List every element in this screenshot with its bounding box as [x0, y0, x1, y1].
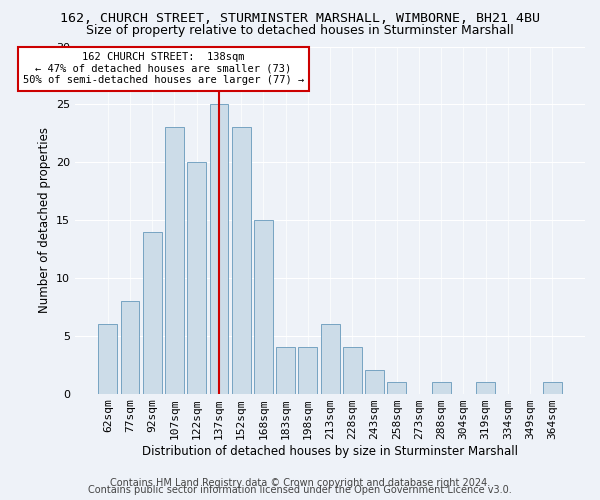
Text: Size of property relative to detached houses in Sturminster Marshall: Size of property relative to detached ho…	[86, 24, 514, 37]
Bar	[276, 348, 295, 394]
Bar	[187, 162, 206, 394]
Bar	[476, 382, 495, 394]
Bar	[143, 232, 162, 394]
Bar	[254, 220, 273, 394]
Bar	[165, 128, 184, 394]
Bar	[98, 324, 117, 394]
Text: Contains public sector information licensed under the Open Government Licence v3: Contains public sector information licen…	[88, 485, 512, 495]
Bar	[543, 382, 562, 394]
Bar	[121, 301, 139, 394]
Bar	[388, 382, 406, 394]
Bar	[298, 348, 317, 394]
Bar	[209, 104, 229, 394]
X-axis label: Distribution of detached houses by size in Sturminster Marshall: Distribution of detached houses by size …	[142, 444, 518, 458]
Text: 162, CHURCH STREET, STURMINSTER MARSHALL, WIMBORNE, BH21 4BU: 162, CHURCH STREET, STURMINSTER MARSHALL…	[60, 12, 540, 26]
Bar	[343, 348, 362, 394]
Bar	[365, 370, 384, 394]
Bar	[320, 324, 340, 394]
Text: Contains HM Land Registry data © Crown copyright and database right 2024.: Contains HM Land Registry data © Crown c…	[110, 478, 490, 488]
Y-axis label: Number of detached properties: Number of detached properties	[38, 127, 50, 313]
Bar	[432, 382, 451, 394]
Text: 162 CHURCH STREET:  138sqm
← 47% of detached houses are smaller (73)
50% of semi: 162 CHURCH STREET: 138sqm ← 47% of detac…	[23, 52, 304, 86]
Bar	[232, 128, 251, 394]
